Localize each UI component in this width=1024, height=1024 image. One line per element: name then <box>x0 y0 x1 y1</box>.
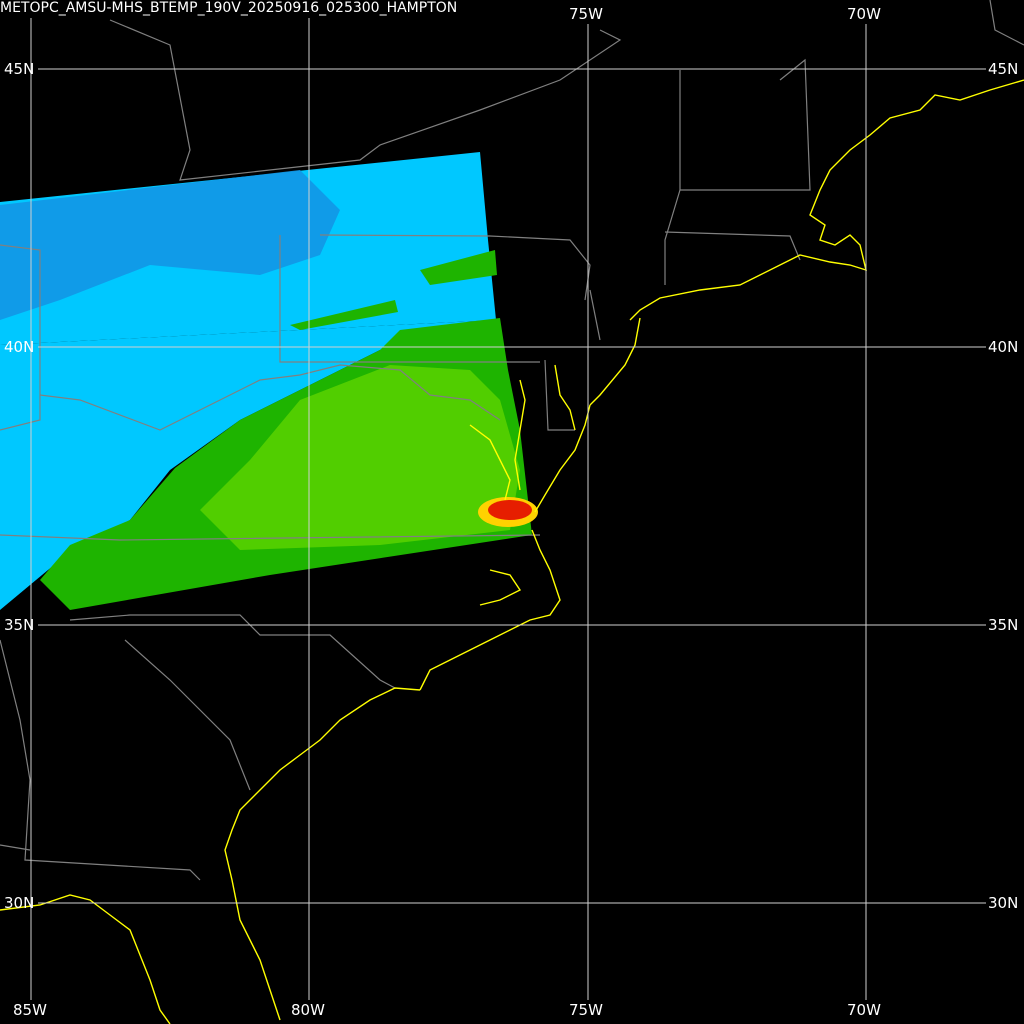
swath-warm-streak <box>290 300 398 330</box>
lat-label-right-35n: 35N <box>988 616 1019 634</box>
lat-label-right-40n: 40N <box>988 338 1019 356</box>
product-title: METOPC_AMSU-MHS_BTEMP_190V_20250916_0253… <box>0 0 458 16</box>
lat-label-left-30n: 30N <box>4 894 35 912</box>
lon-label-bottom-85w: 85W <box>13 1001 47 1019</box>
hot-spot-core <box>488 500 532 520</box>
lat-label-right-30n: 30N <box>988 894 1019 912</box>
lon-label-bottom-70w: 70W <box>847 1001 881 1019</box>
swath-cold-lower-region <box>0 320 496 610</box>
swath-cold-dark-region <box>0 170 340 320</box>
lon-label-bottom-80w: 80W <box>291 1001 325 1019</box>
lat-label-left-40n: 40N <box>4 338 35 356</box>
political-borders <box>0 0 1024 881</box>
coastlines <box>0 79 1024 1024</box>
lon-label-top-70w: 70W <box>847 5 881 23</box>
lon-label-top-75w: 75W <box>569 5 603 23</box>
graticule <box>30 18 986 1000</box>
lat-label-left-35n: 35N <box>4 616 35 634</box>
swath-warm-band <box>420 250 497 285</box>
lat-label-right-45n: 45N <box>988 60 1019 78</box>
lat-label-left-45n: 45N <box>4 60 35 78</box>
lon-label-bottom-75w: 75W <box>569 1001 603 1019</box>
swath-warm-light-region <box>200 365 520 550</box>
